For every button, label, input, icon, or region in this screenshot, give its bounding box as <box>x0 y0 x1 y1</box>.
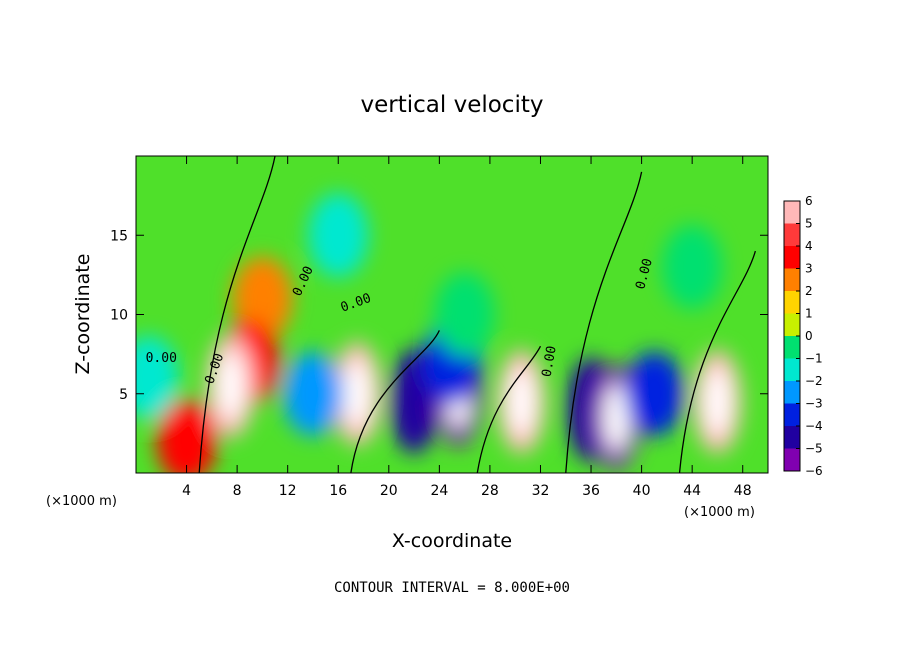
x-tick-label: 8 <box>233 483 242 499</box>
colorbar-segment <box>784 336 800 359</box>
field-core-9 <box>508 367 535 436</box>
colorbar-tick-label: 4 <box>805 239 813 253</box>
zero-contour-0 <box>198 156 276 473</box>
y-tick-label: 5 <box>119 387 128 403</box>
field-cell-16 <box>434 272 495 357</box>
field-cell-17 <box>662 224 723 309</box>
zero-contour-2 <box>476 345 542 473</box>
colorbar-tick-label: 2 <box>805 284 813 298</box>
x-tick-label: 48 <box>734 483 752 499</box>
plot-area: 0.000.000.000.000.000.00 4 8 12 16 20 24 28 32 3… <box>110 155 769 499</box>
contour-label: 0.00 <box>540 345 560 378</box>
zero-contour-3 <box>565 171 643 473</box>
field-cell-0 <box>232 256 293 341</box>
colorbar-segment <box>784 448 800 471</box>
colorbar-segment <box>784 201 800 224</box>
x-tick-label: 20 <box>380 483 398 499</box>
colorbar-tick-label: −3 <box>805 397 823 411</box>
zero-contour-1 <box>350 330 440 473</box>
colorbar-tick-label: 1 <box>805 307 813 321</box>
y-tick-label: 15 <box>110 228 128 244</box>
x-tick-label: 28 <box>481 483 499 499</box>
colorbar-tick-label: −4 <box>805 419 823 433</box>
colorbar-segment <box>784 268 800 291</box>
x-tick-label: 24 <box>430 483 448 499</box>
colorbar-tick-label: 3 <box>805 262 813 276</box>
colorbar-segment <box>784 223 800 246</box>
x-tick-label: 40 <box>633 483 651 499</box>
x-tick-label: 32 <box>532 483 550 499</box>
x-unit-label-left: (×1000 m) <box>46 494 117 509</box>
field-cell-14 <box>136 335 179 420</box>
colorbar-segment <box>784 313 800 336</box>
x-tick-label: 36 <box>582 483 600 499</box>
x-tick-label: 4 <box>182 483 191 499</box>
colorbar-segment <box>784 403 800 426</box>
x-tick-label: 12 <box>279 483 297 499</box>
field-cell-3 <box>156 399 217 473</box>
colorbar-tick-label: −1 <box>805 352 823 366</box>
x-unit-label-right: (×1000 m) <box>684 505 755 520</box>
colorbar-segment <box>784 426 800 449</box>
y-axis-title: Z-coordinate <box>72 254 94 375</box>
colorbar-tick-label: 5 <box>805 217 813 231</box>
colorbar-segment <box>784 246 800 269</box>
field-cell-12 <box>624 351 685 436</box>
y-tick-label: 10 <box>110 308 128 324</box>
field-core-11 <box>603 383 630 452</box>
colorbar: 6 5 4 3 2 1 0 −1 −2 −3 −4 −5 −6 <box>783 194 823 478</box>
field-core-2 <box>217 352 244 420</box>
zero-contour-4 <box>678 250 756 473</box>
x-tick-label: 16 <box>329 483 347 499</box>
field-cell-15 <box>308 193 369 278</box>
colorbar-tick-label: −6 <box>805 464 823 478</box>
colorbar-tick-label: 0 <box>805 329 813 343</box>
field-cell-5 <box>282 351 343 436</box>
y-axis: 5 10 15 <box>110 228 768 403</box>
colorbar-tick-label: −5 <box>805 442 823 456</box>
x-axis-title: X-coordinate <box>392 530 512 552</box>
colorbar-segment <box>784 381 800 404</box>
field-core-13 <box>704 367 731 436</box>
velocity-field <box>136 156 756 473</box>
x-tick-label: 44 <box>683 483 701 499</box>
colorbar-tick-label: −2 <box>805 374 823 388</box>
colorbar-tick-label: 6 <box>805 194 813 208</box>
contour-label: 0.00 <box>146 351 177 366</box>
contour-interval-note: CONTOUR INTERVAL = 8.000E+00 <box>334 580 570 596</box>
field-core-4 <box>344 359 371 428</box>
x-axis: 4 8 12 16 20 24 28 32 36 40 44 48 <box>182 156 752 499</box>
chart-title: vertical velocity <box>361 92 544 118</box>
colorbar-segment <box>784 358 800 381</box>
colorbar-segment <box>784 291 800 314</box>
